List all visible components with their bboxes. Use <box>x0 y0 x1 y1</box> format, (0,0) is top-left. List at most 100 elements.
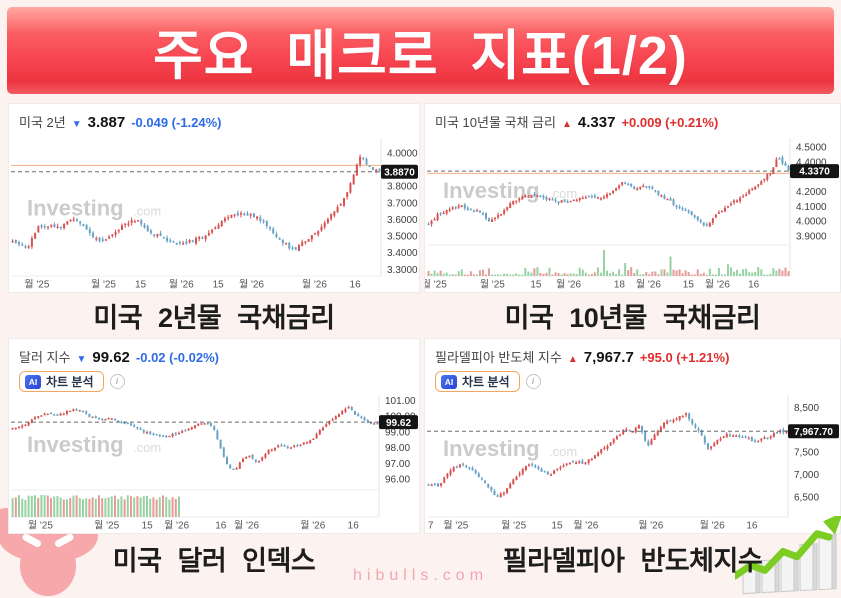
candlestick-chart-us-10y[interactable]: Investing .com 4.5000 4.4000 4.2000 4.1000 4.0… <box>422 134 840 291</box>
svg-text:월 '26: 월 '26 <box>164 520 189 532</box>
svg-text:월 '25: 월 '25 <box>24 279 49 291</box>
svg-text:월 '26: 월 '26 <box>636 279 661 291</box>
svg-text:월 '25: 월 '25 <box>425 279 447 291</box>
svg-text:16: 16 <box>748 280 760 291</box>
svg-text:.com: .com <box>549 444 577 459</box>
chart-header: 미국 2년 ▼ 3.887 -0.049 (-1.24%) <box>9 104 419 131</box>
svg-text:8,500: 8,500 <box>794 403 819 414</box>
svg-text:99.00: 99.00 <box>385 427 410 438</box>
svg-text:Investing: Investing <box>443 436 540 461</box>
svg-text:4.2000: 4.2000 <box>796 187 827 198</box>
svg-text:월 '25: 월 '25 <box>28 520 53 532</box>
svg-text:월 '26: 월 '26 <box>169 279 194 291</box>
last-price: 3.887 <box>87 114 126 131</box>
instrument-name: 미국 2년 <box>19 115 66 130</box>
svg-text:7,000: 7,000 <box>794 470 819 481</box>
svg-text:16: 16 <box>746 521 758 532</box>
growth-chart-graphic <box>735 516 841 595</box>
svg-text:15: 15 <box>683 280 695 291</box>
svg-text:15: 15 <box>142 521 154 532</box>
svg-text:99.62: 99.62 <box>386 418 411 429</box>
svg-text:월 '25: 월 '25 <box>480 279 505 291</box>
chart-card-us-10y: 미국 10년물 국채 금리 ▲ 4.337 +0.009 (+0.21%) In… <box>422 103 841 293</box>
caption-dollar-index: 미국 달러 인덱스 <box>112 546 316 576</box>
ai-icon: AI <box>25 374 41 389</box>
svg-text:98.00: 98.00 <box>385 443 410 454</box>
price-change: +0.009 (+0.21%) <box>621 115 719 130</box>
up-arrow-icon: ▲ <box>561 119 572 130</box>
svg-text:16: 16 <box>215 521 227 532</box>
footer-watermark: hibulls.com <box>352 567 489 584</box>
ai-chart-analysis-button[interactable]: AI 차트 분석 <box>435 371 520 392</box>
svg-text:월 '25: 월 '25 <box>94 520 119 532</box>
svg-text:18: 18 <box>614 280 626 291</box>
svg-text:7,967.70: 7,967.70 <box>794 427 833 438</box>
svg-text:월 '26: 월 '26 <box>234 520 259 532</box>
price-change: -0.049 (-1.24%) <box>131 115 222 130</box>
svg-text:15: 15 <box>530 280 542 291</box>
svg-text:3.8870: 3.8870 <box>384 167 415 178</box>
svg-text:Investing: Investing <box>27 195 124 220</box>
svg-text:16: 16 <box>350 280 362 291</box>
svg-text:4.0000: 4.0000 <box>796 217 827 228</box>
svg-text:월 '26: 월 '26 <box>556 279 581 291</box>
svg-text:3.7000: 3.7000 <box>387 198 418 209</box>
svg-text:3.8000: 3.8000 <box>387 182 418 193</box>
svg-text:Investing: Investing <box>443 178 540 203</box>
price-change: +95.0 (+1.21%) <box>639 350 730 365</box>
svg-text:3.6000: 3.6000 <box>387 215 418 226</box>
price-change: -0.02 (-0.02%) <box>135 350 219 365</box>
chart-header: 미국 10년물 국채 금리 ▲ 4.337 +0.009 (+0.21%) <box>425 104 840 131</box>
svg-text:월 '26: 월 '26 <box>239 279 264 291</box>
last-price: 99.62 <box>92 349 130 366</box>
svg-text:월 '25: 월 '25 <box>443 520 468 532</box>
svg-text:4.4000: 4.4000 <box>796 157 827 168</box>
candlestick-chart-us-2y[interactable]: Investing .com 4.0000 3.8000 3.7000 3.6000 3.5… <box>9 134 419 291</box>
down-arrow-icon: ▼ <box>76 354 87 365</box>
svg-text:4.5000: 4.5000 <box>796 142 827 153</box>
svg-text:15: 15 <box>213 280 225 291</box>
down-arrow-icon: ▼ <box>71 119 82 130</box>
svg-text:.com: .com <box>133 440 161 455</box>
svg-text:4.0000: 4.0000 <box>387 148 418 159</box>
svg-text:6,500: 6,500 <box>794 492 819 503</box>
svg-text:3.5000: 3.5000 <box>387 232 418 243</box>
svg-text:.com: .com <box>549 186 577 201</box>
svg-text:월 '25: 월 '25 <box>91 279 116 291</box>
page-title-banner: 주요 매크로 지표(1/2) <box>7 7 834 94</box>
instrument-name: 필라델피아 반도체 지수 <box>435 350 562 365</box>
caption-us-10y: 미국 10년물 국채금리 <box>504 303 761 333</box>
ai-button-label: 차트 분석 <box>46 375 94 389</box>
svg-text:96.00: 96.00 <box>385 475 410 486</box>
svg-text:월 '26: 월 '26 <box>638 520 663 532</box>
caption-sox: 필라델피아 반도체지수 <box>502 546 763 576</box>
svg-text:월 '26: 월 '26 <box>302 279 327 291</box>
info-icon[interactable]: i <box>109 374 125 389</box>
svg-text:월 '26: 월 '26 <box>705 279 730 291</box>
page-title: 주요 매크로 지표(1/2) <box>153 26 688 86</box>
chart-header: 달러 지수 ▼ 99.62 -0.02 (-0.02%) <box>9 339 419 366</box>
chart-card-dollar-index: 달러 지수 ▼ 99.62 -0.02 (-0.02%) AI 차트 분석 i … <box>8 338 420 534</box>
ai-button-label: 차트 분석 <box>462 375 510 389</box>
candlestick-chart-sox[interactable]: Investing .com 8,500 7,500 7,000 6,500 7,967.7… <box>425 391 840 532</box>
svg-text:3.4000: 3.4000 <box>387 248 418 259</box>
ai-chart-analysis-button[interactable]: AI 차트 분석 <box>19 371 104 392</box>
svg-text:월 '25: 월 '25 <box>501 520 526 532</box>
svg-text:7,500: 7,500 <box>794 448 819 459</box>
chart-card-sox: 필라델피아 반도체 지수 ▲ 7,967.7 +95.0 (+1.21%) AI… <box>424 338 841 534</box>
svg-text:101.00: 101.00 <box>385 396 416 407</box>
last-price: 4.337 <box>577 114 616 131</box>
svg-text:16: 16 <box>348 521 360 532</box>
svg-text:7: 7 <box>428 521 434 532</box>
last-price: 7,967.7 <box>583 349 634 366</box>
svg-text:97.00: 97.00 <box>385 459 410 470</box>
svg-text:3.9000: 3.9000 <box>796 232 827 243</box>
candlestick-chart-dollar-index[interactable]: Investing.com101.00100.0099.0098.0097.00… <box>9 391 419 532</box>
up-arrow-icon: ▲ <box>567 354 578 365</box>
ai-icon: AI <box>441 374 457 389</box>
svg-text:3.3000: 3.3000 <box>387 265 418 276</box>
svg-text:월 '26: 월 '26 <box>700 520 725 532</box>
chart-card-us-2y: 미국 2년 ▼ 3.887 -0.049 (-1.24%) Investing.… <box>8 103 420 293</box>
svg-text:4.1000: 4.1000 <box>796 202 827 213</box>
info-icon[interactable]: i <box>525 374 541 389</box>
